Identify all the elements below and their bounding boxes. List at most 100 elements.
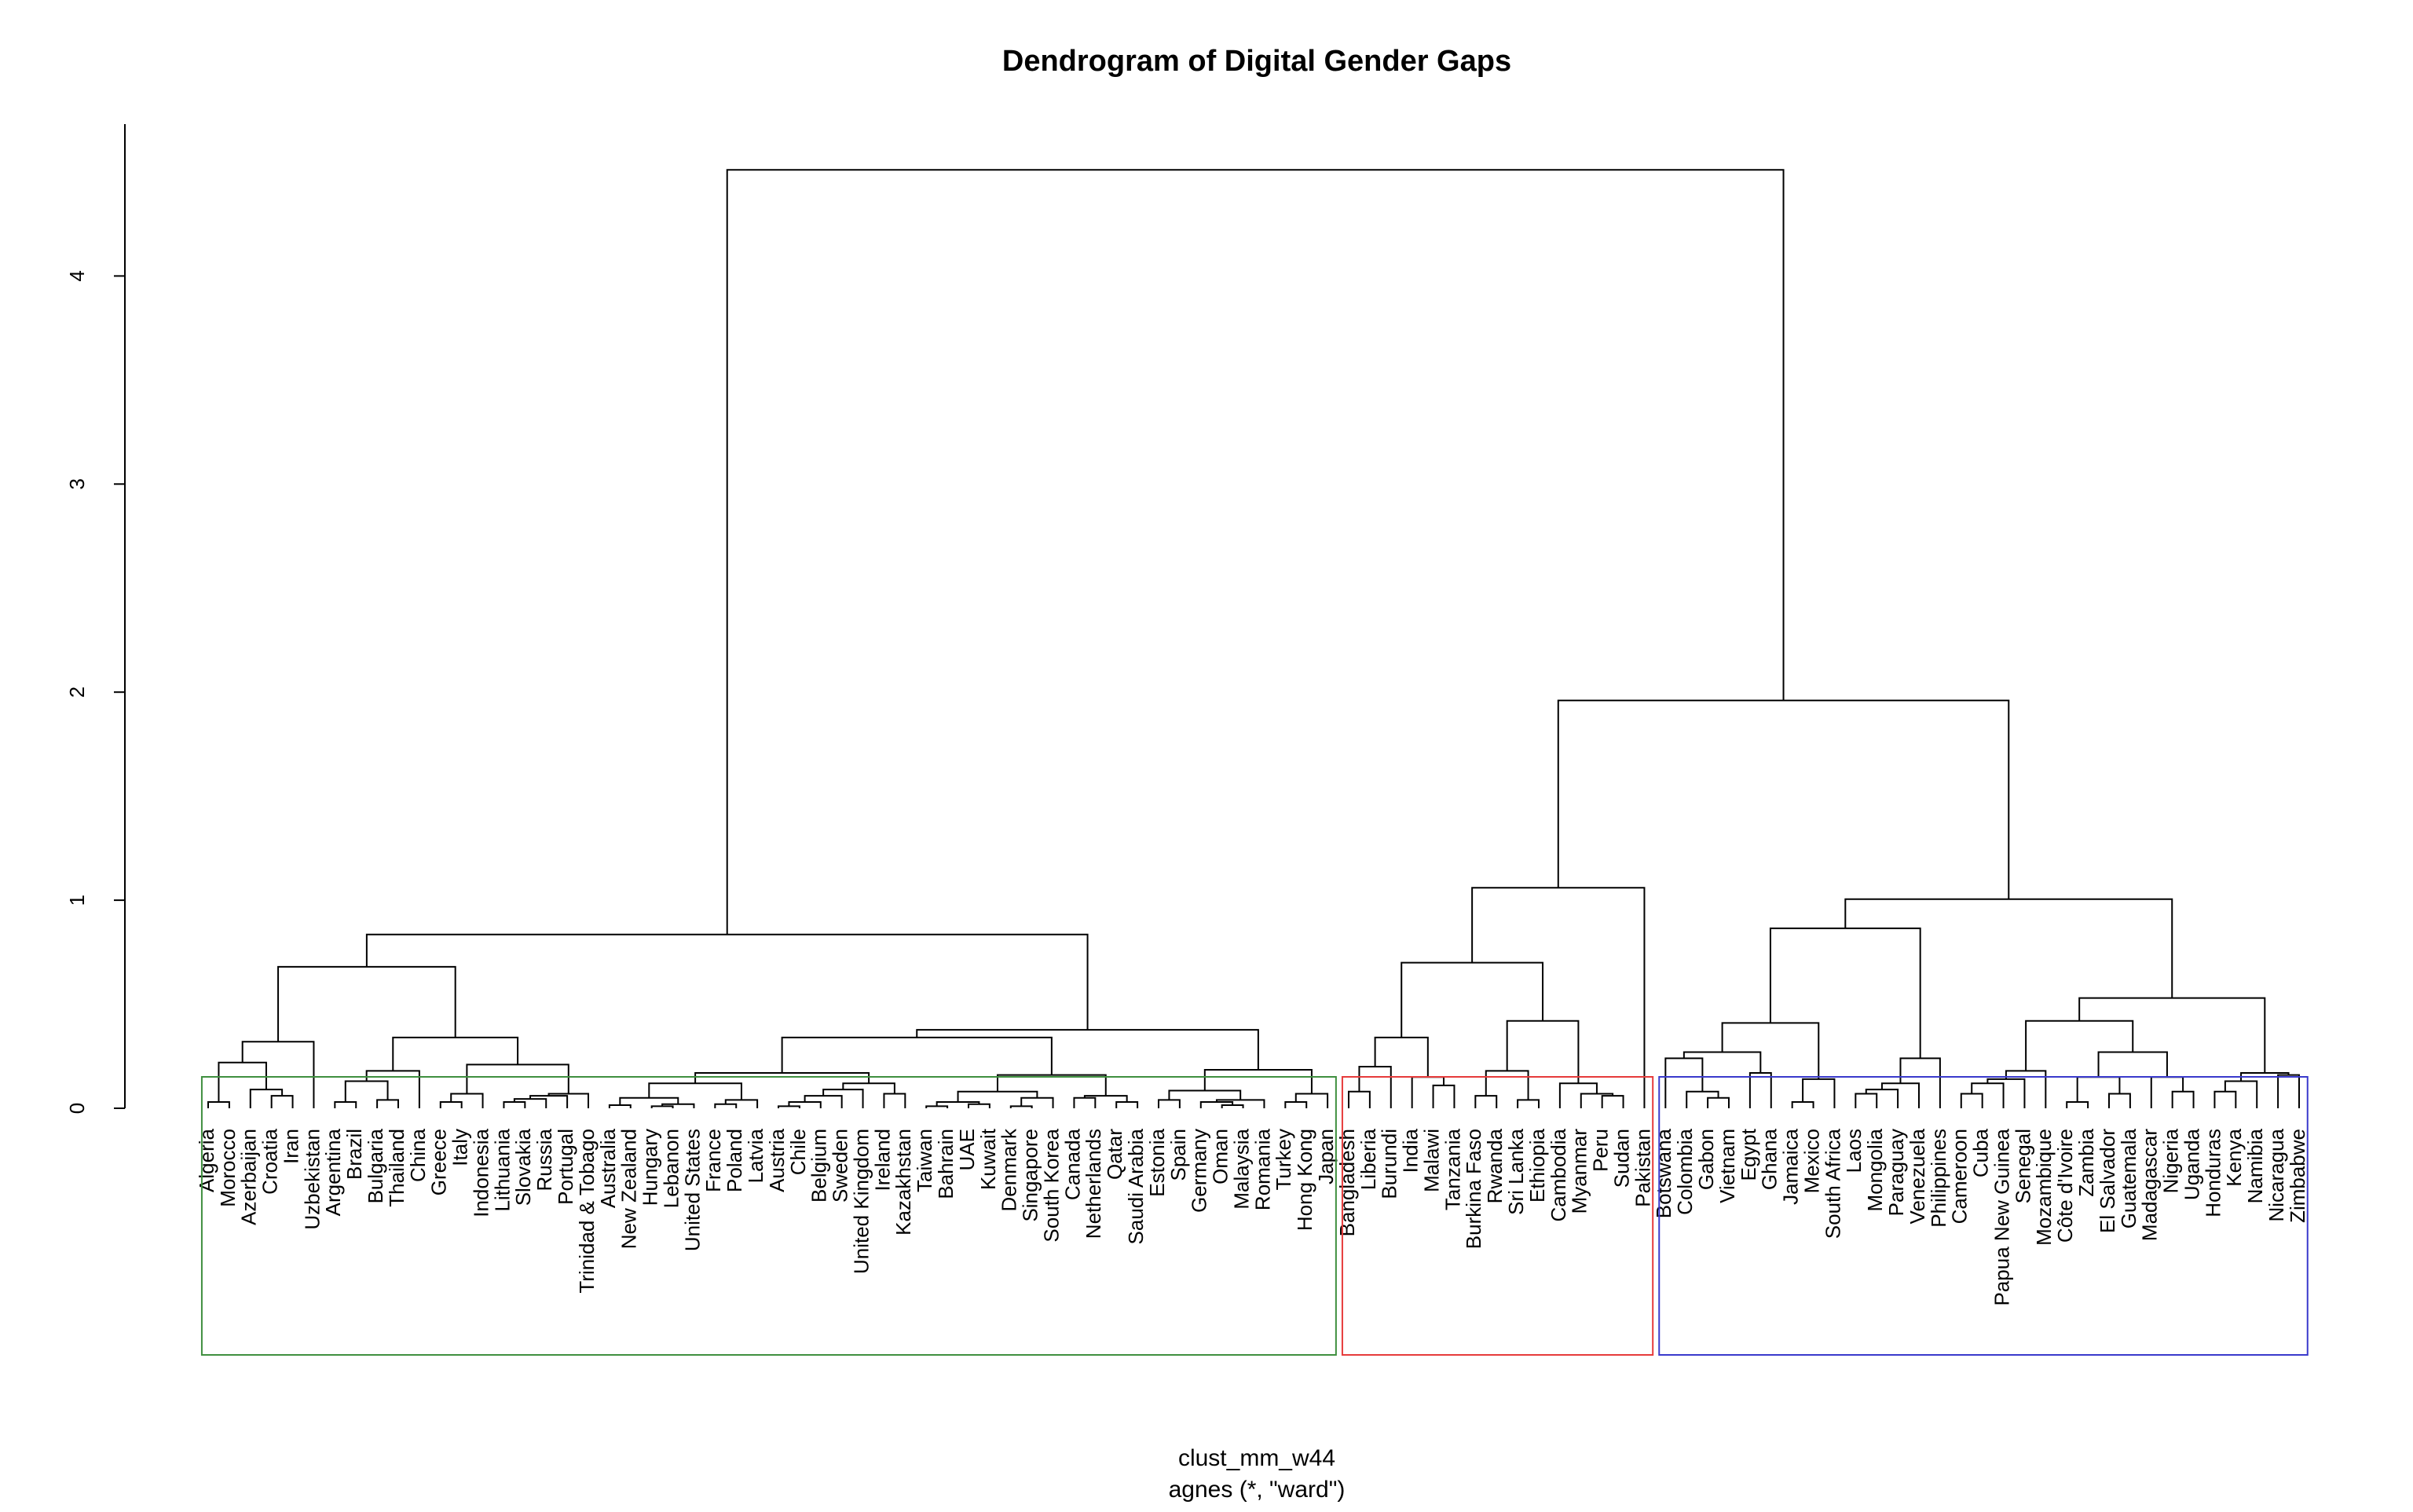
leaf-label: Chile [786,1129,810,1175]
dendrogram-link [1580,1093,1614,1108]
dendrogram-link [608,1104,632,1108]
leaf-label: Morocco [216,1129,240,1207]
leaf-label: Latvia [744,1128,767,1183]
leaf-label: Senegal [2011,1129,2034,1203]
leaf-label: Gabon [1694,1129,1718,1190]
dendrogram-link [957,1090,1038,1103]
y-tick-label: 1 [65,895,89,906]
leaf-label: Lithuania [490,1128,514,1211]
leaf-label: Taiwan [913,1129,936,1192]
dendrogram-link [365,1070,420,1108]
leaf-label: Hong Kong [1293,1129,1316,1231]
leaf-label: Japan [1314,1129,1338,1184]
leaf-label: Papua New Guinea [1990,1128,2013,1305]
dendrogram-link [1221,1104,1244,1108]
leaf-label: Venezuela [1906,1128,1929,1224]
dendrogram-link [1294,1093,1329,1108]
dendrogram-link [1769,927,1921,1059]
leaf-label: Qatar [1103,1129,1126,1180]
leaf-label: Peru [1589,1129,1613,1172]
leaf-label: Thailand [385,1129,408,1207]
leaf-label: Egypt [1737,1128,1760,1181]
leaf-label: South Africa [1821,1128,1844,1239]
leaf-label: Uzbekistan [300,1129,324,1230]
dendrogram-link [1601,1095,1624,1108]
cluster-box [1658,1076,2309,1356]
dendrogram-link [2097,1051,2168,1078]
leaf-label: Namibia [2243,1128,2267,1203]
leaf-label: Bangladesh [1335,1129,1359,1236]
dendrogram-link [513,1098,547,1108]
dendrogram-link [1474,1095,1498,1108]
leaf-label: China [406,1128,430,1181]
leaf-label: Paraguay [1884,1129,1908,1216]
leaf-label: Kuwait [976,1128,1000,1190]
chart-title: Dendrogram of Digital Gender Gaps [1002,45,1511,78]
leaf-label: Ghana [1758,1128,1781,1190]
leaf-label: Madagascar [2138,1129,2162,1241]
leaf-label: Zimbabwe [2286,1129,2309,1223]
leaf-label: Ethiopia [1525,1128,1549,1202]
leaf-label: Iran [279,1129,302,1164]
leaf-label: Myanmar [1568,1129,1591,1214]
leaf-label: Botswana [1652,1128,1675,1218]
dendrogram-link [2005,1070,2047,1108]
leaf-label: Cambodia [1547,1128,1570,1221]
x-axis-label: clust_mm_w44 [1178,1445,1335,1471]
dendrogram-link [1401,961,1544,1038]
leaf-label: Russia [533,1128,556,1191]
leaf-label: Kenya [2222,1128,2246,1186]
leaf-label: Netherlands [1082,1129,1105,1239]
leaf-label: Uganda [2180,1128,2203,1200]
leaf-label: Guatemala [2117,1128,2140,1228]
leaf-label: Tanzania [1441,1128,1464,1210]
sub-label: agnes (*, "ward") [1169,1477,1346,1503]
leaf-label: New Zealand [617,1129,641,1249]
dendrogram-link [1083,1095,1128,1103]
leaf-label: Austria [765,1128,789,1192]
y-tick-label: 2 [65,686,89,697]
dendrogram-link [2108,1093,2131,1108]
dendrogram-link [1686,1090,1719,1108]
leaf-label: Cuba [1969,1128,1993,1177]
leaf-label: Mexico [1800,1129,1823,1193]
leaf-label: Trinidad & Tobago [575,1129,599,1294]
dendrogram-link [1683,1051,1762,1073]
dendrogram-link [804,1095,843,1108]
leaf-label: Portugal [554,1129,577,1205]
leaf-label: Sri Lanka [1504,1128,1528,1214]
leaf-label: Zambia [2074,1128,2098,1196]
leaf-label: Oman [1209,1129,1232,1184]
dendrogram-link [1865,1089,1899,1108]
leaf-label: France [701,1129,725,1192]
leaf-label: Malaysia [1229,1128,1253,1209]
dendrogram-link [694,1071,870,1084]
leaf-label: Sudan [1609,1129,1633,1188]
leaf-label: Spain [1166,1129,1190,1181]
leaf-label: Bahrain [934,1129,958,1199]
leaf-label: Slovakia [511,1128,535,1206]
cluster-box [200,1076,1337,1356]
leaf-label: Burkina Faso [1462,1129,1485,1249]
dendrogram-link [2171,1090,2195,1108]
leaf-label: Romania [1250,1128,1274,1210]
leaf-label: Saudi Arabia [1124,1128,1148,1244]
leaf-label: Estonia [1145,1128,1169,1196]
leaf-label: Jamaica [1779,1128,1803,1204]
leaf-label: Greece [427,1129,451,1195]
dendrogram-link [547,1093,589,1108]
leaf-label: Cameroon [1948,1129,1972,1224]
leaf-label: Germany [1188,1129,1211,1213]
leaf-label: Croatia [258,1128,282,1194]
leaf-label: UAE [955,1129,979,1170]
leaf-label: Vietnam [1715,1129,1739,1203]
leaf-label: Singapore [1019,1129,1042,1222]
dendrogram-link [726,169,1785,935]
leaf-label: Turkey [1272,1129,1295,1191]
leaf-label: Kazakhstan [892,1129,915,1236]
leaf-label: Colombia [1673,1128,1697,1214]
y-tick-label: 3 [65,478,89,489]
leaf-label: Honduras [2201,1129,2224,1217]
